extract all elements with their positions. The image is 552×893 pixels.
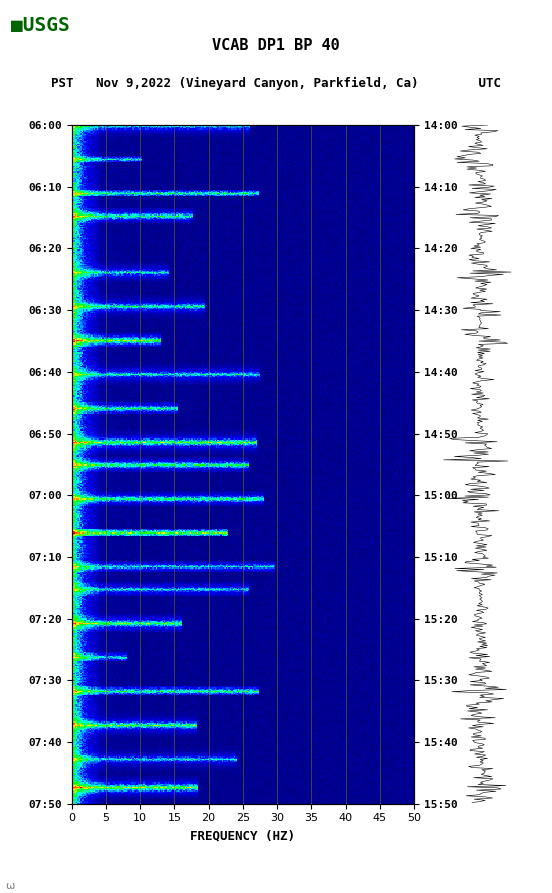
Text: VCAB DP1 BP 40: VCAB DP1 BP 40: [212, 38, 340, 53]
X-axis label: FREQUENCY (HZ): FREQUENCY (HZ): [190, 829, 295, 842]
Text: ω: ω: [6, 880, 15, 890]
Text: ■USGS: ■USGS: [11, 16, 70, 35]
Text: PST   Nov 9,2022 (Vineyard Canyon, Parkfield, Ca)        UTC: PST Nov 9,2022 (Vineyard Canyon, Parkfie…: [51, 77, 501, 90]
